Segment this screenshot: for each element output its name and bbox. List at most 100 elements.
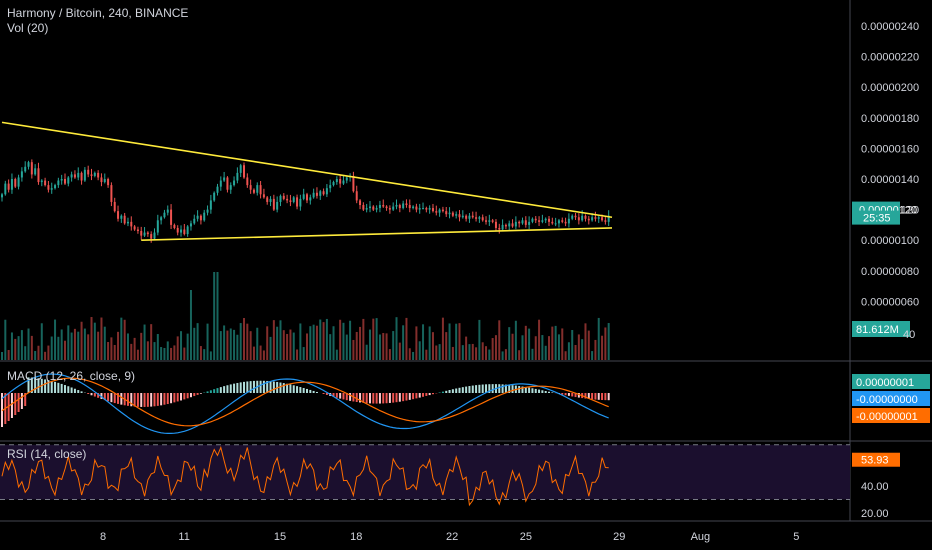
macd-histogram-bar [408, 393, 411, 400]
volume-bar [378, 334, 381, 360]
volume-value-label: 81.612M [856, 324, 899, 336]
macd-histogram-bar [485, 384, 488, 393]
candle-body [498, 227, 501, 230]
macd-histogram-bar [306, 388, 308, 393]
time-tick-label: 5 [793, 531, 799, 543]
candle-body [100, 177, 103, 183]
candle-body [57, 180, 60, 186]
candle-body [461, 215, 464, 218]
macd-histogram-bar [365, 393, 368, 404]
candle-body [133, 226, 136, 230]
price-tick-label: 0.00000240 [861, 21, 919, 33]
volume-bar [193, 327, 196, 360]
candle-body [20, 171, 23, 178]
macd-histogram-bar [418, 393, 421, 398]
volume-bar [130, 343, 133, 360]
volume-bar [571, 330, 574, 360]
candle-body [422, 208, 425, 210]
volume-bar [544, 345, 547, 360]
candle-body [607, 215, 610, 222]
volume-indicator-label[interactable]: Vol (20) [7, 21, 49, 35]
candle-body [130, 221, 133, 227]
candle-body [415, 206, 418, 210]
macd-histogram-bar [73, 388, 76, 393]
volume-bar [561, 328, 564, 360]
candle-body [173, 224, 176, 228]
volume-bar [591, 351, 594, 360]
candle-body [126, 221, 129, 224]
volume-bar [223, 325, 226, 360]
volume-bar [80, 321, 83, 360]
volume-bar [551, 326, 554, 360]
candle-body [60, 179, 63, 181]
volume-bar [90, 317, 93, 360]
time-tick-label: 22 [446, 531, 458, 543]
rsi-value-label: 53.93 [861, 455, 889, 467]
candle-body [113, 201, 116, 212]
candle-body [408, 205, 411, 209]
macd-histogram-bar [87, 393, 90, 394]
macd-histogram-bar [107, 393, 110, 402]
volume-bar [521, 335, 524, 360]
macd-histogram-bar [292, 385, 295, 393]
candle-body [269, 198, 272, 202]
volume-bar [239, 323, 242, 360]
volume-bar [491, 338, 494, 360]
macd-histogram-bar [385, 393, 388, 404]
macd-histogram-bar [30, 377, 33, 393]
price-tick-label: 0.00000140 [861, 174, 919, 186]
candle-body [528, 221, 531, 225]
candle-body [30, 162, 33, 175]
volume-bar [4, 319, 7, 360]
candle-body [345, 177, 348, 181]
rsi-indicator-label[interactable]: RSI (14, close) [7, 447, 87, 461]
macd-histogram-bar [577, 393, 580, 398]
macd-histogram-bar [438, 392, 441, 393]
candle-body [103, 179, 106, 183]
volume-bar [117, 331, 120, 360]
volume-bar [312, 324, 315, 360]
macd-histogram-bar [100, 393, 103, 399]
volume-bar [249, 331, 252, 360]
volume-bar [136, 349, 139, 360]
macd-histogram-bar [461, 387, 464, 393]
volume-value-badge [852, 321, 910, 337]
volume-bar [292, 332, 295, 360]
candle-body [544, 218, 547, 221]
volume-bar [581, 339, 584, 360]
candle-body [597, 217, 600, 219]
candle-body [229, 185, 232, 190]
volume-bar [322, 322, 325, 360]
macd-histogram-bar [604, 393, 607, 401]
macd-histogram-bar [226, 385, 229, 393]
candle-body [196, 215, 199, 219]
candle-body [24, 166, 27, 172]
candle-body [438, 209, 441, 213]
candle-body [306, 194, 308, 201]
macd-histogram-bar [60, 383, 63, 393]
macd-indicator-label[interactable]: MACD (12, 26, close, 9) [7, 369, 136, 383]
candle-body [276, 201, 279, 210]
candle-body [388, 208, 391, 210]
candle-body [491, 220, 494, 222]
macd-histogram-bar [498, 384, 501, 393]
candle-body [458, 214, 461, 218]
volume-bar [445, 332, 448, 360]
volume-bar [60, 329, 63, 360]
volume-bar [481, 342, 484, 360]
volume-bar [388, 349, 391, 360]
volume-bar [143, 324, 146, 360]
candle-body [332, 182, 335, 186]
candle-body [475, 217, 478, 219]
macd-histogram-bar [412, 393, 415, 400]
symbol-title[interactable]: Harmony / Bitcoin, 240, BINANCE [7, 6, 189, 20]
candle-body [170, 209, 173, 225]
volume-bar [123, 319, 126, 360]
signal-line [1, 377, 609, 427]
volume-bar [332, 326, 335, 360]
volume-bar [47, 345, 50, 360]
candle-body [524, 220, 527, 225]
macd-histogram-bar [342, 393, 345, 400]
